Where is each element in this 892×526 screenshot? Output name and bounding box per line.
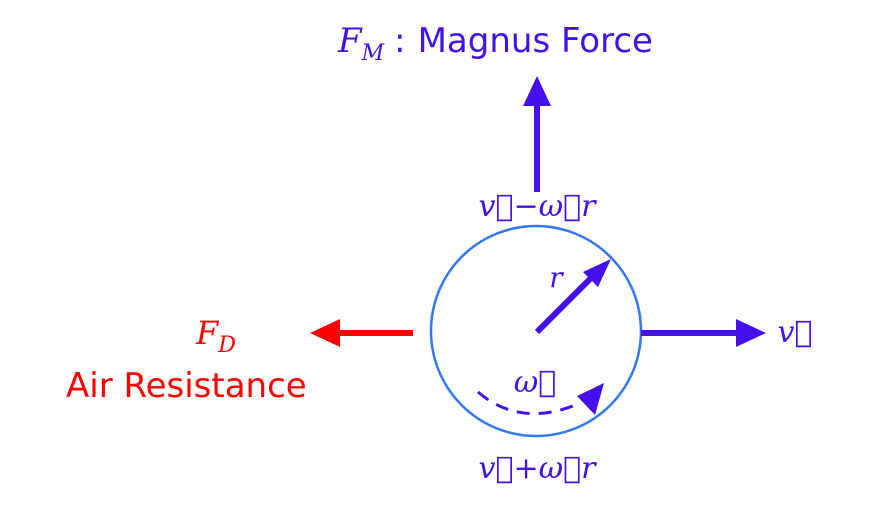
drag-force-arrow bbox=[310, 319, 413, 347]
magnus-force-symbol: F bbox=[337, 21, 363, 61]
magnus-force-label: Magnus Force bbox=[418, 21, 653, 61]
spin-label: ω⃗ bbox=[514, 365, 556, 400]
radius-arrow bbox=[534, 259, 611, 335]
radius-label: r bbox=[549, 261, 564, 294]
velocity-label: v⃗ bbox=[778, 315, 813, 350]
air-resistance-label: Air Resistance bbox=[66, 366, 307, 406]
magnus-force-arrow bbox=[523, 76, 551, 192]
bottom-surface-velocity-label: v⃗+ω⃗r bbox=[479, 451, 598, 486]
spin-arrow bbox=[477, 383, 604, 416]
magnus-force-title: FM: Magnus Force bbox=[337, 21, 653, 66]
drag-force-symbol-text: FD bbox=[195, 314, 236, 358]
magnus-force-separator: : bbox=[394, 21, 405, 61]
velocity-arrow bbox=[641, 319, 766, 347]
top-surface-velocity-label: v⃗−ω⃗r bbox=[479, 189, 598, 224]
magnus-force-subscript: M bbox=[361, 41, 385, 66]
drag-force-symbol: F bbox=[195, 314, 220, 352]
drag-force-subscript: D bbox=[217, 333, 236, 358]
